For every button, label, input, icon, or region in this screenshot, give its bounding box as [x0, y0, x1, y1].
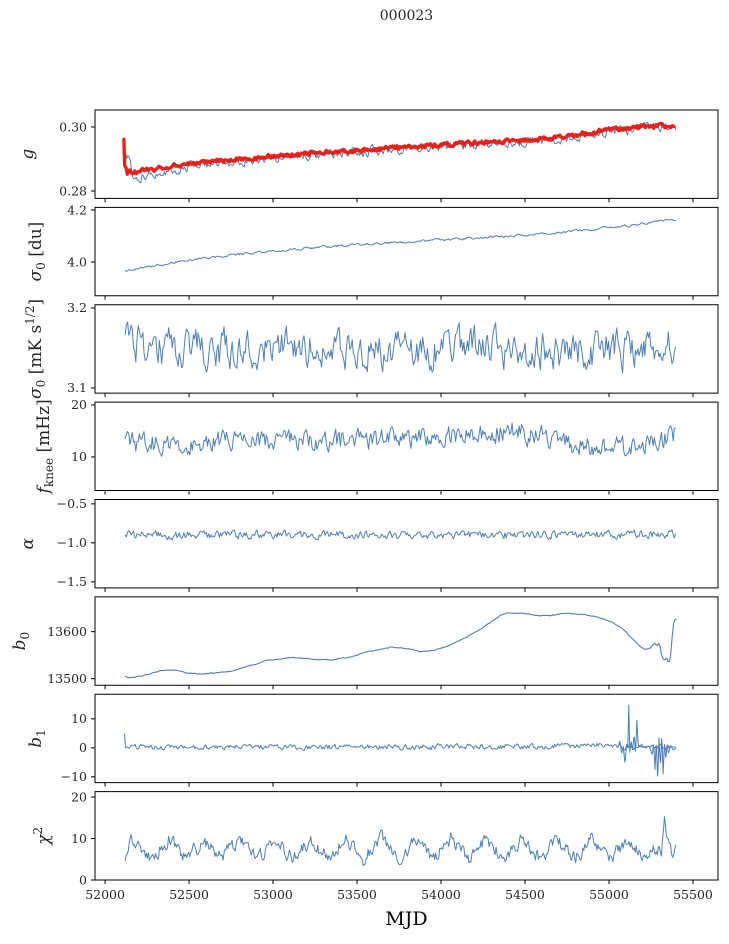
- y-axis-label-fknee: fknee [mHz]: [34, 399, 56, 495]
- x-tick-label: 53000: [253, 887, 293, 902]
- y-tick-label: 4.2: [67, 202, 87, 217]
- y-tick-label: 10: [71, 711, 87, 726]
- x-tick-label: 54000: [421, 887, 461, 902]
- panel-frame-sigma0-mks: [94, 304, 719, 394]
- panel-frame-b1: [94, 693, 719, 784]
- y-tick-label: 13600: [47, 624, 87, 639]
- y-tick-label: 3.1: [67, 380, 87, 395]
- y-tick-label: 0: [79, 740, 87, 755]
- figure-title: 000023: [379, 8, 434, 24]
- x-tick-label: 55500: [673, 887, 713, 902]
- series-b1: [123, 733, 677, 752]
- panel-frame-fknee: [94, 401, 719, 492]
- panel-frame-sigma0-du: [94, 206, 719, 297]
- panel-frame-alpha: [94, 499, 719, 589]
- y-tick-label: 4.0: [67, 254, 87, 269]
- y-tick-label: 0.28: [59, 183, 87, 198]
- x-axis-label: MJD: [385, 908, 428, 930]
- y-tick-label: 13500: [47, 671, 87, 686]
- y-axis-label-chi2: χ2: [31, 827, 54, 846]
- series-chi2: [124, 816, 676, 866]
- y-tick-label: 0: [79, 872, 87, 887]
- series-b0: [124, 612, 677, 679]
- series-alpha: [124, 529, 676, 541]
- y-axis-label-b0: b0: [10, 632, 32, 651]
- panel-frame-b0: [94, 596, 719, 686]
- series-fknee: [124, 422, 676, 457]
- y-tick-label: 3.2: [67, 300, 87, 315]
- y-tick-label: 10: [71, 831, 87, 846]
- y-axis-label-sigma0-mks: σ0 [mK s1/2]: [23, 299, 48, 399]
- y-tick-label: −0.5: [57, 496, 87, 511]
- y-axis-label-sigma0-du: σ0 [du]: [26, 222, 48, 282]
- series-sigma0-du: [124, 218, 676, 272]
- y-tick-label: 10: [71, 449, 87, 464]
- y-tick-label: 20: [71, 789, 87, 804]
- x-tick-label: 52500: [169, 887, 209, 902]
- x-tick-label: 54500: [505, 887, 545, 902]
- y-tick-label: 20: [71, 397, 87, 412]
- y-axis-label-g: g: [18, 149, 38, 160]
- y-tick-label: −1.0: [57, 535, 87, 550]
- x-tick-label: 55000: [589, 887, 629, 902]
- y-tick-label: −1.5: [57, 574, 87, 589]
- series-b1-spikes: [617, 704, 676, 777]
- y-tick-label: 0.30: [59, 119, 87, 134]
- x-tick-label: 52000: [85, 887, 125, 902]
- y-axis-label-alpha: α: [18, 537, 38, 549]
- x-tick-label: 53500: [337, 887, 377, 902]
- y-tick-label: −10: [61, 769, 87, 784]
- series-g-smoothed: [122, 121, 676, 176]
- panel-frame-g: [94, 109, 719, 199]
- y-axis-label-b1: b1: [26, 729, 48, 748]
- panel-frame-chi2: [94, 791, 719, 881]
- series-sigma0-mks12: [124, 321, 676, 374]
